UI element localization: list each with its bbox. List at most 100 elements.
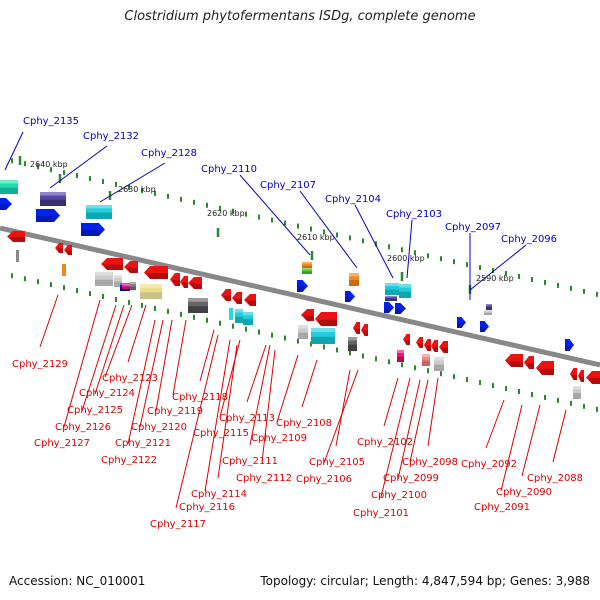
reverse-leader-line xyxy=(94,304,125,395)
forward-gene-feature xyxy=(86,205,112,219)
forward-gene-feature xyxy=(302,262,312,269)
ruler-label: 2590 kbp xyxy=(476,274,514,283)
reverse-gene-label: Cphy_2120 xyxy=(131,422,187,433)
forward-leader-line xyxy=(239,174,311,256)
forward-gene-feature xyxy=(0,180,18,194)
reverse-gene-feature xyxy=(524,356,534,369)
reverse-gene-feature xyxy=(16,250,19,262)
ruler-label: 2640 kbp xyxy=(30,160,68,169)
reverse-gene-feature xyxy=(424,339,431,351)
forward-gene-label: Cphy_2132 xyxy=(83,131,139,142)
reverse-leader-line xyxy=(383,377,399,427)
reverse-leader-line xyxy=(63,299,101,428)
reverse-leader-line xyxy=(249,344,271,446)
reverse-gene-label: Cphy_2100 xyxy=(371,490,427,501)
reverse-gene-label: Cphy_2106 xyxy=(296,474,352,485)
reverse-gene-feature xyxy=(114,275,122,287)
reverse-leader-line xyxy=(104,304,133,378)
reverse-gene-label: Cphy_2090 xyxy=(496,487,552,498)
reverse-gene-feature xyxy=(505,354,523,367)
reverse-gene-feature xyxy=(130,282,136,290)
reverse-gene-feature xyxy=(170,273,180,286)
forward-leader-line xyxy=(49,145,108,189)
reverse-leader-line xyxy=(427,377,439,447)
reverse-leader-line xyxy=(521,404,541,477)
reverse-leader-line xyxy=(139,319,164,428)
reverse-gene-feature xyxy=(353,322,360,334)
forward-gene-feature xyxy=(395,303,406,314)
ruler-label: 2600 kbp xyxy=(387,254,425,263)
reverse-leader-line xyxy=(301,359,318,408)
reverse-gene-label: Cphy_2113 xyxy=(219,413,275,424)
reverse-gene-feature xyxy=(122,284,130,289)
gene-labels: Cphy_2135Cphy_2132Cphy_2128Cphy_2110Cphy… xyxy=(12,116,583,530)
reverse-leader-line xyxy=(81,304,117,412)
gene-features xyxy=(0,180,600,399)
forward-leader-line xyxy=(469,244,527,291)
reverse-gene-feature xyxy=(244,294,256,306)
reverse-leader-line xyxy=(500,404,523,492)
reverse-gene-feature xyxy=(586,371,600,384)
reverse-gene-label: Cphy_2091 xyxy=(474,502,530,513)
reverse-gene-feature xyxy=(578,370,584,382)
reverse-gene-feature xyxy=(315,312,337,326)
ruler-labels: 2640 kbp 2630 kbp 2620 kbp 2610 kbp 2600 kbp… xyxy=(30,160,514,283)
reverse-gene-label: Cphy_2126 xyxy=(55,422,111,433)
reverse-gene-feature xyxy=(311,328,335,344)
reverse-gene-feature xyxy=(229,308,233,320)
reverse-gene-feature xyxy=(361,324,368,336)
reverse-leader-line xyxy=(261,349,276,463)
forward-leader-line xyxy=(99,162,166,203)
reverse-gene-feature xyxy=(439,341,448,353)
reverse-leader-line xyxy=(199,329,215,382)
reverse-gene-label: Cphy_2118 xyxy=(172,392,228,403)
reverse-gene-feature xyxy=(348,337,357,351)
reverse-gene-feature xyxy=(235,309,243,323)
reverse-gene-label: Cphy_2115 xyxy=(193,428,249,439)
forward-gene-label: Cphy_2097 xyxy=(445,222,501,233)
reverse-leader-line xyxy=(409,379,429,463)
forward-gene-feature xyxy=(302,268,312,274)
reverse-gene-feature xyxy=(570,368,577,380)
reverse-gene-feature xyxy=(188,277,202,289)
reverse-gene-feature xyxy=(397,350,404,362)
reverse-gene-label: Cphy_2105 xyxy=(309,457,365,468)
reverse-gene-label: Cphy_2111 xyxy=(222,456,278,467)
forward-gene-feature xyxy=(484,310,492,315)
reverse-gene-feature xyxy=(403,334,410,345)
forward-gene-feature xyxy=(81,223,105,236)
reverse-gene-label: Cphy_2102 xyxy=(357,437,413,448)
forward-gene-feature xyxy=(486,304,492,310)
reverse-gene-label: Cphy_2098 xyxy=(402,457,458,468)
ruler-label: 2620 kbp xyxy=(207,209,245,218)
reverse-gene-feature xyxy=(64,245,72,255)
forward-gene-feature xyxy=(40,192,66,206)
genome-summary: Topology: circular; Length: 4,847,594 bp… xyxy=(260,574,590,588)
forward-gene-feature xyxy=(345,291,355,302)
reverse-leader-line xyxy=(217,344,238,479)
reverse-gene-feature xyxy=(144,266,168,279)
tick-track xyxy=(11,156,598,412)
reverse-gene-feature xyxy=(124,261,138,273)
forward-gene-label: Cphy_2103 xyxy=(386,209,442,220)
forward-leader-line xyxy=(406,219,413,279)
label-leader-lines xyxy=(4,131,567,509)
reverse-leader-line xyxy=(323,369,359,464)
reverse-gene-feature xyxy=(573,386,581,399)
reverse-gene-feature xyxy=(232,292,242,304)
reverse-gene-label: Cphy_2099 xyxy=(383,473,439,484)
reverse-gene-feature xyxy=(431,340,438,352)
reverse-leader-line xyxy=(335,369,351,447)
reverse-gene-feature xyxy=(95,272,113,286)
reverse-gene-label: Cphy_2101 xyxy=(353,508,409,519)
accession-text: Accession: NC_010001 xyxy=(9,574,146,588)
reverse-gene-label: Cphy_2114 xyxy=(191,489,247,500)
reverse-gene-label: Cphy_2109 xyxy=(251,433,307,444)
reverse-leader-line xyxy=(276,354,299,423)
reverse-gene-label: Cphy_2125 xyxy=(67,405,123,416)
reverse-gene-feature xyxy=(7,231,25,242)
reverse-leader-line xyxy=(204,339,231,492)
forward-gene-feature xyxy=(385,296,397,301)
reverse-gene-label: Cphy_2127 xyxy=(34,438,90,449)
reverse-gene-label: Cphy_2124 xyxy=(79,388,135,399)
